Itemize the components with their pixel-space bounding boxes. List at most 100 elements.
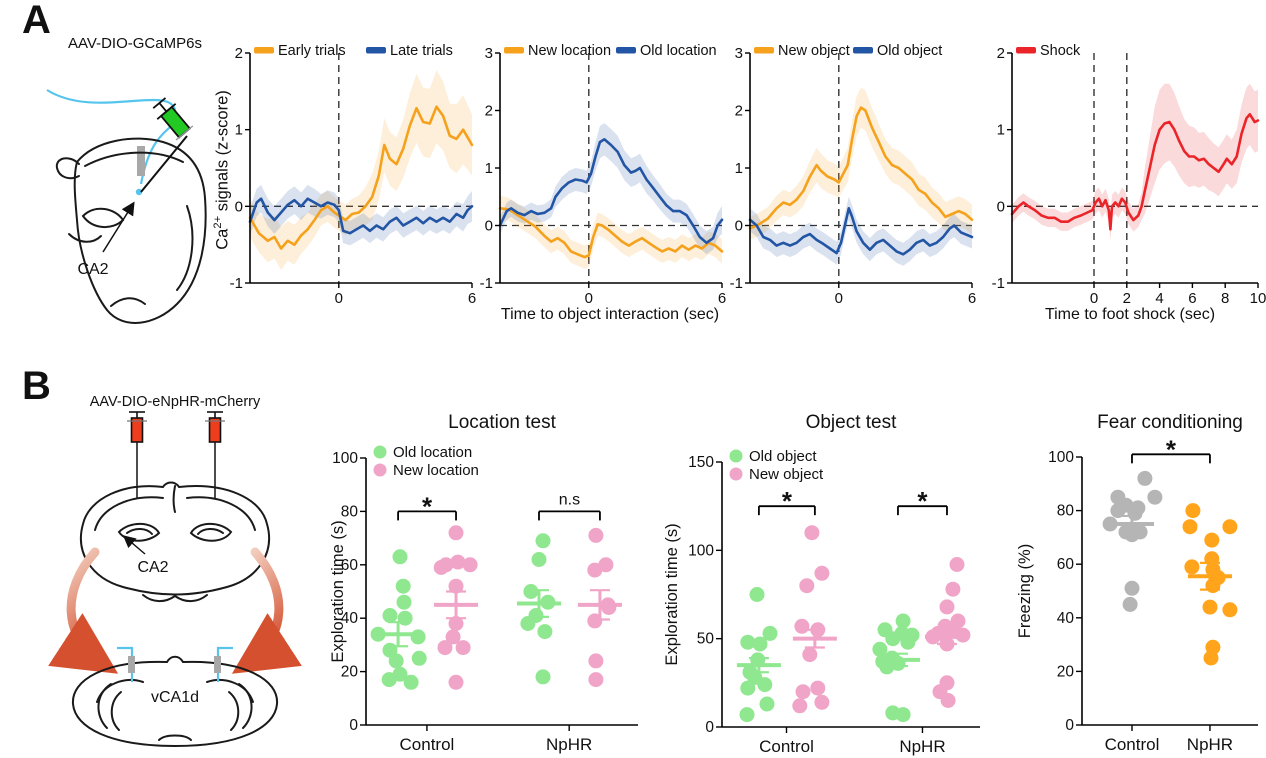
significance-label: *	[917, 486, 928, 516]
data-dot	[752, 636, 768, 652]
plot-location-test: Location test Exploration time (s) 0 20 40 60…	[329, 412, 638, 754]
x-tick-label: 0	[585, 290, 593, 307]
data-dot	[520, 616, 536, 631]
legend-label: New location	[393, 462, 479, 479]
optic-fiber-left	[117, 646, 135, 682]
y-tick-label: 1	[997, 122, 1005, 139]
data-dot	[462, 557, 478, 573]
trace-late-trials	[248, 197, 474, 235]
trace-early-trials	[248, 105, 474, 250]
x-tick-label: 10	[1250, 290, 1266, 307]
data-dot	[795, 684, 811, 700]
y-tick-label: -1	[992, 275, 1005, 292]
data-dot	[1202, 599, 1218, 615]
y-axis-label: Exploration time (s)	[329, 520, 347, 662]
y-tick-label: 100	[1048, 449, 1074, 466]
legend-dot-old-object	[729, 449, 743, 463]
y-tick-label: 60	[341, 557, 359, 574]
y-tick-label: 2	[997, 45, 1005, 62]
syringe-needle	[140, 135, 188, 193]
y-tick-label: -1	[230, 275, 243, 292]
y-tick-label: 50	[697, 631, 715, 648]
significance-bracket: *	[757, 486, 816, 516]
legend-swatch-new-location	[504, 47, 524, 54]
data-dot	[1147, 489, 1163, 505]
data-dot	[1205, 578, 1221, 594]
construct-label: AAV-DIO-GCaMP6s	[68, 35, 202, 52]
data-dot	[1124, 527, 1140, 543]
error-band-shock	[1012, 83, 1258, 241]
data-dot	[598, 557, 614, 573]
y-tick-label: 2	[485, 103, 493, 120]
data-dot	[1204, 551, 1220, 567]
data-dot	[437, 640, 453, 656]
data-dot	[872, 641, 888, 657]
y-tick-label: 80	[341, 503, 359, 520]
trace-new-object	[748, 106, 974, 230]
data-dot	[895, 707, 911, 723]
ca2-arrow	[122, 535, 146, 555]
data-dot	[814, 565, 830, 581]
data-dot	[1203, 650, 1219, 666]
data-dot	[1122, 596, 1138, 612]
column-nphr-new-location	[577, 527, 622, 688]
construct-label: AAV-DIO-eNpHR-mCherry	[90, 394, 261, 410]
data-dot	[1222, 519, 1238, 535]
data-dot	[381, 672, 397, 688]
y-tick-label: 0	[349, 717, 358, 734]
legend-label: Old object	[877, 43, 942, 59]
data-dot	[749, 587, 765, 602]
y-tick-label: 1	[735, 160, 743, 177]
chart-object-traces: -1 0 1 2 3 0 6 New object Old object	[730, 43, 977, 307]
group-label-nphr: NpHR	[899, 737, 945, 756]
data-dot	[945, 581, 961, 597]
group-label-nphr: NpHR	[1187, 735, 1233, 754]
x-tick-label: 0	[1090, 290, 1098, 307]
syringe-icon	[152, 97, 194, 141]
panel-a-diagram: AAV-DIO-GCaMP6s CA2	[46, 35, 207, 324]
data-dot	[895, 613, 911, 629]
data-dot	[588, 672, 604, 688]
plot-title: Fear conditioning	[1097, 412, 1243, 433]
data-dot	[1204, 532, 1220, 548]
y-axis-label: Freezing (%)	[1016, 544, 1034, 638]
data-dot	[537, 624, 553, 640]
data-dot	[1124, 580, 1140, 596]
y-tick-label: 2	[735, 103, 743, 120]
data-dot	[523, 584, 539, 599]
column-control-old-object	[736, 587, 781, 723]
significance-label: n.s	[559, 491, 580, 508]
column-nphr-old-object	[872, 613, 920, 723]
column-control-old-location	[370, 549, 427, 690]
y-tick-label: 80	[1057, 503, 1075, 520]
data-dot	[804, 525, 820, 541]
data-dot	[794, 618, 810, 634]
trace-old-location	[498, 138, 724, 245]
data-dot	[885, 631, 901, 647]
data-dot	[939, 636, 955, 652]
vca1d-region-label: vCA1d	[151, 689, 199, 706]
trace-shock	[1010, 113, 1260, 231]
group-label-nphr: NpHR	[546, 735, 592, 754]
legend-swatch-late-trials	[366, 47, 386, 54]
x-tick-label: 6	[468, 290, 476, 307]
significance-label: *	[1166, 434, 1177, 464]
data-dot	[403, 674, 419, 690]
y-tick-label: 2	[235, 45, 243, 62]
data-dot	[1222, 602, 1238, 618]
data-dot	[382, 608, 398, 623]
data-dot	[802, 647, 818, 663]
error-band-early-trials	[250, 69, 472, 271]
legend-label: New object	[749, 466, 824, 483]
data-dot	[535, 669, 551, 685]
data-dot	[939, 599, 955, 615]
chart-location-traces: -1 0 1 2 3 0 6 New location Old location	[480, 43, 727, 307]
data-dot	[388, 653, 404, 669]
chart-foot-shock-trace: -1 0 1 2 0 2 4 6 8 10 Shock	[992, 43, 1266, 307]
y-tick-label: 3	[485, 45, 493, 62]
data-dot	[450, 554, 466, 570]
data-dot	[438, 557, 454, 573]
y-tick-label: 3	[735, 45, 743, 62]
data-dot	[395, 578, 411, 594]
